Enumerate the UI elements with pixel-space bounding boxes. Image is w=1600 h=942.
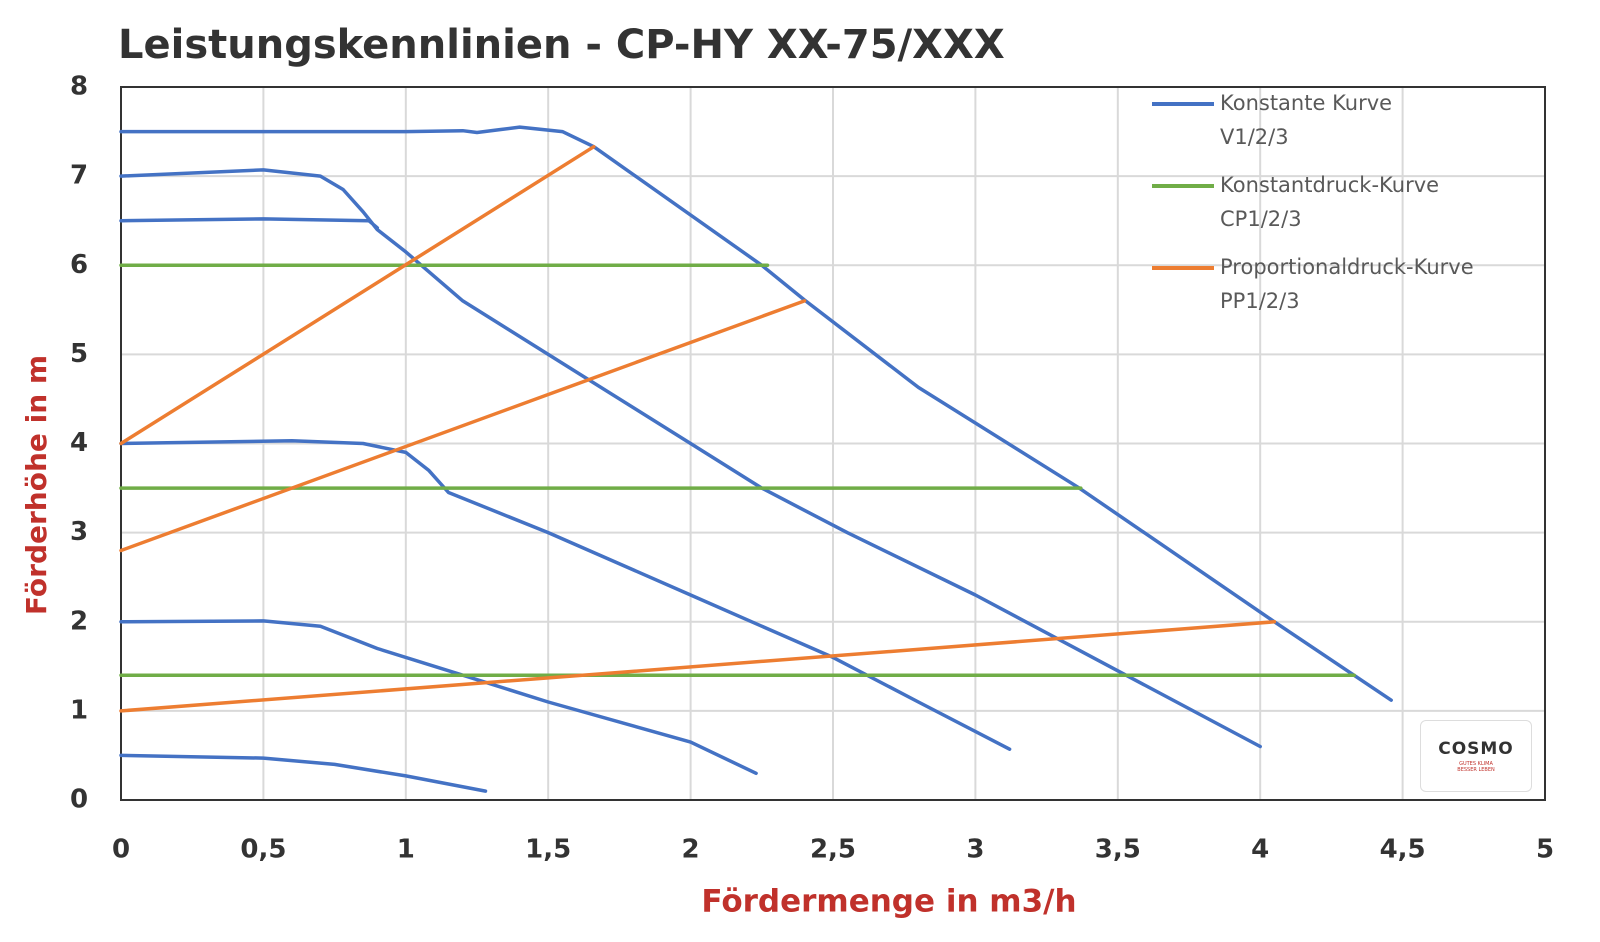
series-line	[119, 263, 1356, 677]
x-tick-label: 5	[1536, 835, 1554, 865]
legend-label: Proportionaldruck-Kurve PP1/2/3	[1220, 255, 1474, 313]
logo: COSMO GUTES KLIMA BESSER LEBEN	[1420, 720, 1532, 792]
x-tick-label: 0,5	[240, 835, 286, 865]
y-tick-label: 2	[70, 606, 88, 636]
legend-item: Konstantdruck-Kurve CP1/2/3	[1152, 172, 1474, 236]
series-line	[119, 144, 1277, 713]
chart-title: Leistungskennlinien - CP-HY XX-75/XXX	[118, 22, 1005, 68]
x-tick-label: 2	[682, 835, 700, 865]
y-tick-label: 0	[70, 785, 88, 815]
legend: Konstante Kurve V1/2/3 Konstantdruck-Kurv…	[1152, 90, 1474, 336]
legend-label: Konstante Kurve V1/2/3	[1220, 91, 1393, 149]
x-tick-label: 1,5	[525, 835, 571, 865]
legend-swatch	[1152, 102, 1214, 106]
legend-swatch	[1152, 184, 1214, 188]
legend-item: Konstante Kurve V1/2/3	[1152, 90, 1474, 154]
x-tick-label: 3,5	[1095, 835, 1141, 865]
y-tick-label: 8	[70, 72, 88, 102]
x-tick-label: 2,5	[810, 835, 856, 865]
x-tick-label: 0	[112, 835, 130, 865]
legend-swatch	[1152, 266, 1214, 270]
x-tick-label: 4	[1251, 835, 1269, 865]
y-tick-label: 7	[70, 161, 88, 191]
logo-tagline: GUTES KLIMA BESSER LEBEN	[1457, 761, 1495, 773]
y-axis-label: Förderhöhe in m	[20, 355, 53, 615]
x-tick-label: 3	[966, 835, 984, 865]
y-tick-label: 4	[70, 428, 88, 458]
y-tick-label: 5	[70, 339, 88, 369]
y-tick-label: 1	[70, 695, 88, 725]
y-tick-label: 6	[70, 250, 88, 280]
x-axis-label: Fördermenge in m3/h	[701, 884, 1076, 920]
legend-item: Proportionaldruck-Kurve PP1/2/3	[1152, 254, 1474, 318]
legend-label: Konstantdruck-Kurve CP1/2/3	[1220, 173, 1440, 231]
y-tick-label: 3	[70, 517, 88, 547]
logo-name: COSMO	[1438, 739, 1514, 759]
x-tick-label: 1	[397, 835, 415, 865]
series-line	[119, 125, 1393, 793]
x-tick-label: 4,5	[1380, 835, 1426, 865]
